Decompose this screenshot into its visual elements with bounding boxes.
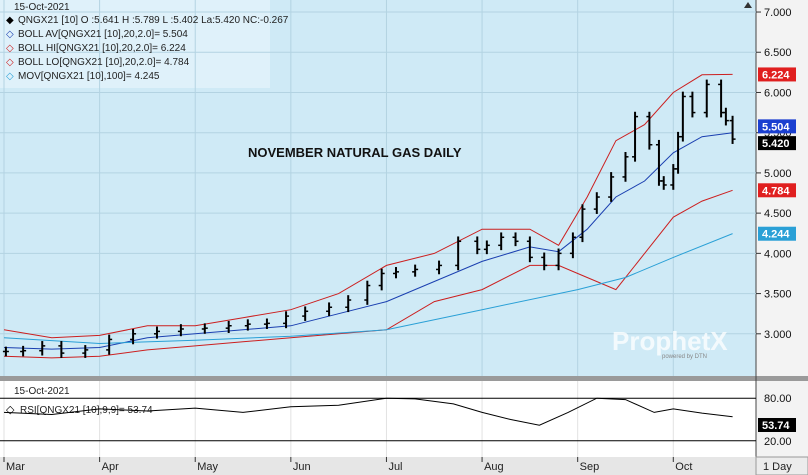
- price-tag: [758, 119, 796, 134]
- grid-lines: [0, 0, 756, 457]
- price-tag-label: 5.504: [762, 121, 790, 133]
- y-tick-label: 6.000: [764, 87, 792, 99]
- x-tick-label: May: [197, 461, 218, 473]
- legend-date: 15-Oct-2021: [14, 2, 70, 13]
- legend-marker-1: ◇: [6, 29, 14, 40]
- x-tick-label: Mar: [6, 461, 25, 473]
- x-tick-label: Jul: [388, 461, 402, 473]
- legend-background: [0, 0, 270, 88]
- series-mov-100: [3, 233, 733, 345]
- legend-row-3: BOLL LO[QNGX21 [10],20,2.0]= 4.784: [18, 57, 190, 68]
- x-tick-label: Apr: [102, 461, 119, 473]
- legend-marker-2: ◇: [6, 43, 14, 54]
- legend-row-4: MOV[QNGX21 [10],100]= 4.245: [18, 71, 160, 82]
- rsi-line: [3, 397, 733, 426]
- y-tick-label: 7.000: [764, 7, 792, 19]
- rsi-value-tag: [758, 418, 796, 432]
- price-tag: [758, 136, 796, 151]
- y-tick-label: 5.000: [764, 168, 792, 180]
- price-tag-label: 4.784: [762, 185, 790, 197]
- time-axis-ticks: Mar Apr May Jun Jul Aug Sep Oct: [3, 457, 692, 473]
- x-tick-label: Sep: [580, 461, 600, 473]
- watermark-sub: powered by DTN: [662, 354, 707, 360]
- legend-row-0: QNGX21 [10] O :5.641 H :5.789 L :5.402 L…: [18, 15, 289, 26]
- y-tick-label: 3.000: [764, 329, 792, 341]
- price-bars: [2, 79, 736, 358]
- rsi-legend-marker: ◇: [6, 404, 15, 416]
- rsi-value-text: 53.74: [762, 420, 790, 432]
- rsi-series-line: [3, 397, 733, 426]
- timeframe-box[interactable]: [755, 456, 808, 475]
- time-axis-background: [0, 457, 808, 475]
- rsi-axis-ticks: 80.00 20.00: [764, 393, 792, 448]
- panel-divider[interactable]: [0, 376, 808, 381]
- rsi-panel: 15-Oct-2021 ◇ RSI[QNGX21 [10],9,9]= 53.7…: [0, 386, 796, 448]
- legend-marker-0: ◆: [6, 15, 14, 26]
- price-tag: [758, 67, 796, 82]
- x-tick-label: Oct: [675, 461, 692, 473]
- price-tag: [758, 226, 796, 241]
- y-tick-label: 4.000: [764, 248, 792, 260]
- legend-row-2: BOLL HI[QNGX21 [10],20,2.0]= 6.224: [18, 43, 186, 54]
- price-tag-label: 4.244: [762, 229, 790, 241]
- chart-annotation: NOVEMBER NATURAL GAS DAILY: [248, 145, 462, 160]
- y-tick-label: 4.500: [764, 208, 792, 220]
- prophetx-watermark: ProphetX powered by DTN: [612, 326, 728, 360]
- legend-marker-3: ◇: [6, 57, 14, 68]
- y-tick-label: 6.500: [764, 47, 792, 59]
- series-boll-lo: [3, 189, 733, 359]
- price-axis-ticks: 7.0006.5006.0005.5005.0004.5004.0003.500…: [756, 7, 792, 341]
- indicator-lines: [3, 73, 733, 359]
- y-tick-label: 3.500: [764, 289, 792, 301]
- rsi-panel-background: [0, 381, 756, 457]
- price-tags: 6.224 5.504 5.420 4.784 4.244: [758, 67, 796, 241]
- price-tag: [758, 183, 796, 198]
- rsi-grid: [0, 397, 756, 442]
- series-boll-hi: [3, 73, 733, 339]
- legend-row-1: BOLL AV[QNGX21 [10],20,2.0]= 5.504: [18, 29, 188, 40]
- x-tick-label: Aug: [484, 461, 504, 473]
- price-legend: 15-Oct-2021 ◆ QNGX21 [10] O :5.641 H :5.7…: [6, 2, 289, 82]
- scroll-up-arrow-icon[interactable]: [744, 2, 752, 8]
- legend-marker-4: ◇: [6, 71, 14, 82]
- rsi-date: 15-Oct-2021: [14, 386, 70, 397]
- rsi-tick-label: 20.00: [764, 436, 792, 448]
- watermark-brand: ProphetX: [612, 326, 728, 356]
- price-tag-label: 5.420: [762, 138, 790, 150]
- x-tick-label: Jun: [293, 461, 311, 473]
- price-tag-label: 6.224: [762, 69, 790, 81]
- timeframe-label[interactable]: 1 Day: [763, 461, 792, 473]
- series-boll-av: [3, 132, 733, 350]
- rsi-tick-label: 80.00: [764, 393, 792, 405]
